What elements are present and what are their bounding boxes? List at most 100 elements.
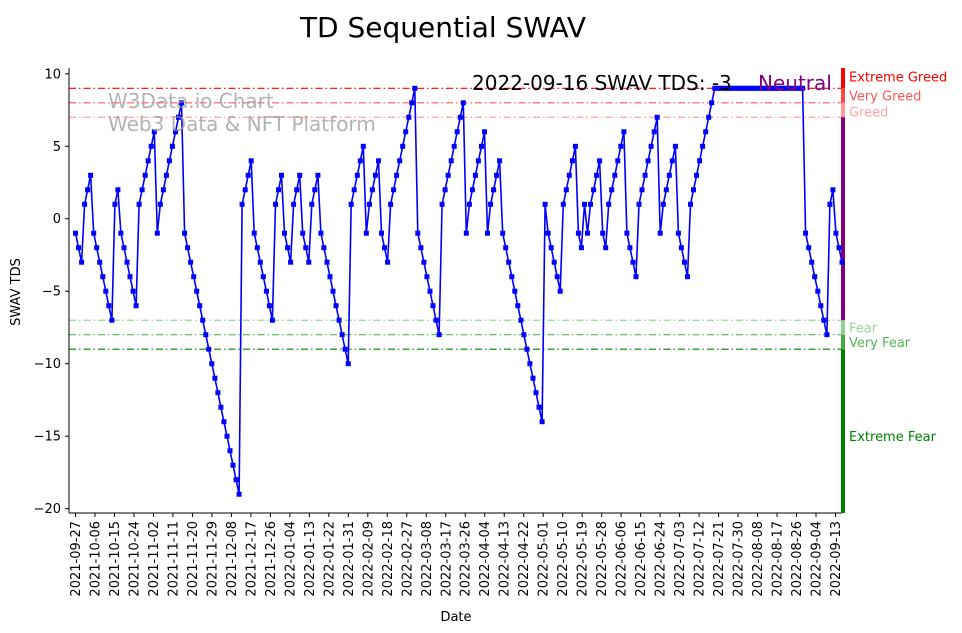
level-label-extreme-fear: Extreme Fear	[849, 430, 937, 445]
data-point	[200, 317, 206, 323]
data-point	[642, 172, 648, 178]
level-label-very-greed: Very Greed	[849, 90, 921, 105]
x-tick-label: 2022-07-03	[673, 521, 688, 597]
data-point	[266, 303, 272, 309]
data-point	[427, 288, 433, 294]
data-point	[236, 491, 242, 497]
data-point	[160, 187, 166, 193]
data-point	[718, 85, 724, 91]
data-point	[815, 288, 821, 294]
data-point	[224, 433, 230, 439]
data-point	[821, 317, 827, 323]
data-point	[827, 201, 833, 207]
data-point	[660, 201, 666, 207]
x-tick-label: 2022-01-04	[283, 521, 298, 597]
data-point	[457, 114, 463, 120]
x-tick-label: 2022-08-26	[790, 521, 805, 597]
data-point	[276, 187, 281, 193]
data-point	[491, 187, 497, 193]
data-point	[485, 230, 490, 236]
data-point	[112, 201, 118, 207]
data-point	[639, 187, 645, 193]
data-point	[139, 187, 145, 193]
data-point	[745, 85, 751, 91]
data-point	[91, 230, 97, 236]
data-point	[169, 143, 175, 149]
data-point	[694, 172, 700, 178]
data-point	[294, 187, 300, 193]
x-tick-label: 2022-03-08	[420, 521, 435, 597]
data-point	[657, 230, 663, 236]
data-point	[797, 85, 803, 91]
data-point	[121, 245, 127, 251]
data-point	[772, 85, 778, 91]
data-point	[530, 375, 536, 381]
data-point	[536, 404, 542, 410]
data-point	[73, 230, 78, 236]
data-point	[482, 129, 487, 135]
data-point	[582, 201, 587, 207]
data-point	[451, 143, 457, 149]
data-point	[430, 303, 436, 309]
data-point	[454, 129, 460, 135]
data-point	[439, 201, 445, 207]
data-point	[651, 129, 657, 135]
data-point	[269, 317, 275, 323]
chart-title: TD Sequential SWAV	[299, 11, 586, 44]
data-point	[130, 288, 136, 294]
data-point	[257, 259, 263, 265]
data-point	[469, 187, 475, 193]
data-point	[400, 143, 406, 149]
data-point	[354, 172, 360, 178]
data-point	[715, 85, 721, 91]
data-point	[418, 245, 424, 251]
data-point	[691, 187, 696, 193]
x-tick-label: 2021-11-20	[186, 521, 201, 597]
data-point	[221, 419, 227, 425]
x-tick-label: 2022-05-01	[537, 521, 552, 597]
x-tick-label: 2021-10-24	[127, 521, 142, 597]
y-tick-label: −20	[34, 502, 61, 517]
data-point	[463, 230, 469, 236]
data-point	[833, 230, 839, 236]
x-tick-label: 2021-10-15	[108, 521, 123, 597]
x-tick-label: 2022-03-26	[459, 521, 474, 597]
x-tick-label: 2021-12-26	[264, 521, 279, 597]
data-point	[597, 158, 603, 164]
data-point	[442, 187, 448, 193]
data-point	[551, 259, 557, 265]
x-tick-label: 2022-08-17	[771, 521, 786, 597]
data-point	[603, 245, 609, 251]
x-tick-label: 2021-12-08	[225, 521, 240, 597]
data-point	[151, 129, 157, 135]
data-point	[688, 201, 693, 207]
data-point	[645, 158, 651, 164]
data-point	[630, 259, 636, 265]
data-point	[412, 85, 418, 91]
data-point	[533, 390, 539, 396]
data-point	[194, 288, 200, 294]
data-point	[512, 288, 518, 294]
data-point	[279, 172, 284, 178]
data-point	[669, 158, 675, 164]
data-point	[363, 230, 369, 236]
data-point	[260, 274, 266, 280]
data-point	[100, 274, 106, 280]
data-point	[621, 129, 627, 135]
x-tick-label: 2022-01-31	[342, 521, 357, 597]
data-point	[133, 303, 139, 309]
data-point	[475, 158, 481, 164]
data-point	[506, 259, 512, 265]
data-point	[706, 114, 712, 120]
data-point	[136, 201, 142, 207]
x-tick-label: 2021-11-11	[166, 521, 181, 597]
data-point	[554, 274, 560, 280]
data-point	[433, 317, 439, 323]
x-tick-label: 2022-04-22	[517, 521, 532, 597]
data-point	[251, 230, 257, 236]
data-point	[218, 404, 224, 410]
data-point	[527, 361, 533, 367]
x-tick-label: 2021-12-17	[244, 521, 259, 597]
data-point	[379, 230, 384, 236]
